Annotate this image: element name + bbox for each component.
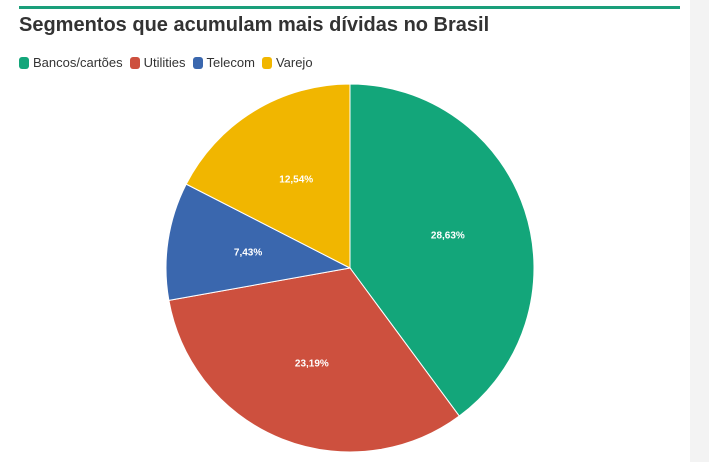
slice-data-label-bancos-cartoes: 28,63% [431, 230, 465, 241]
legend-item-varejo[interactable]: Varejo [261, 55, 313, 70]
pie-labels: 28,63% 23,19% 7,43% 12,54% [234, 175, 465, 370]
legend-label: Bancos/cartões [33, 55, 123, 70]
legend-item-bancos-cartoes[interactable]: Bancos/cartões [19, 55, 123, 70]
pie-slice-bancos-cartoes[interactable] [349, 83, 535, 417]
pie-slices [165, 83, 535, 453]
page-scroll-gutter [690, 0, 709, 462]
pie-slice-telecom[interactable] [165, 183, 352, 301]
legend-swatch [192, 56, 203, 69]
legend-swatch [129, 56, 140, 69]
legend-swatch [19, 56, 29, 69]
legend-item-utilities[interactable]: Utilities [129, 55, 186, 70]
slice-data-label-varejo: 12,54% [279, 175, 313, 186]
legend-label: Utilities [143, 55, 186, 70]
title-top-rule [19, 6, 680, 9]
slice-data-label-utilities: 23,19% [295, 358, 329, 369]
legend-label: Telecom [206, 55, 255, 70]
pie-slice-utilities[interactable] [168, 267, 460, 453]
legend-swatch [261, 56, 272, 69]
legend-label: Varejo [275, 55, 313, 70]
pie-slice-varejo[interactable] [185, 83, 351, 269]
chart-title: Segmentos que acumulam mais dívidas no B… [19, 14, 490, 36]
slice-data-label-telecom: 7,43% [234, 247, 262, 258]
chart-legend: Bancos/cartões Utilities Telecom Varejo [19, 55, 320, 70]
legend-item-telecom[interactable]: Telecom [192, 55, 255, 70]
